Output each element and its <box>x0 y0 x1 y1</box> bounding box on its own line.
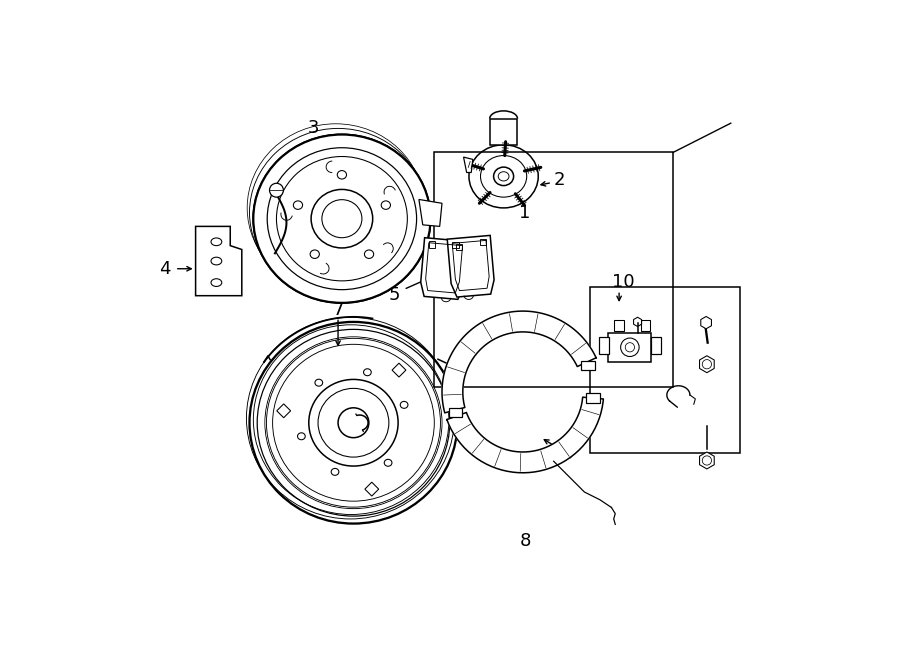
Bar <box>608 332 652 362</box>
Polygon shape <box>447 235 494 297</box>
Bar <box>480 239 486 245</box>
Circle shape <box>269 183 284 197</box>
Bar <box>448 408 463 417</box>
Bar <box>428 241 435 248</box>
Polygon shape <box>442 311 596 413</box>
Polygon shape <box>420 238 468 299</box>
Bar <box>456 244 463 250</box>
Text: 8: 8 <box>519 531 531 549</box>
Text: 6: 6 <box>257 233 269 251</box>
Bar <box>435 153 673 387</box>
Text: 3: 3 <box>308 119 320 137</box>
Bar <box>590 288 740 453</box>
Ellipse shape <box>311 190 373 248</box>
Text: 4: 4 <box>159 260 171 278</box>
Ellipse shape <box>493 167 514 186</box>
Bar <box>581 361 595 370</box>
Polygon shape <box>447 397 603 473</box>
Polygon shape <box>490 118 518 145</box>
Bar <box>615 319 624 331</box>
Text: 9: 9 <box>562 445 574 463</box>
Bar <box>599 337 609 354</box>
Polygon shape <box>464 157 472 173</box>
Text: 1: 1 <box>519 204 531 221</box>
Polygon shape <box>418 200 442 226</box>
Polygon shape <box>195 226 242 295</box>
Text: 5: 5 <box>389 286 400 304</box>
Bar <box>586 393 600 403</box>
Ellipse shape <box>469 145 538 208</box>
Ellipse shape <box>254 135 430 303</box>
Bar <box>641 319 650 331</box>
Text: 10: 10 <box>612 273 634 291</box>
Ellipse shape <box>266 338 441 508</box>
Bar <box>453 241 458 248</box>
Text: 7: 7 <box>332 301 344 319</box>
Bar <box>652 337 662 354</box>
Text: 2: 2 <box>554 171 565 189</box>
